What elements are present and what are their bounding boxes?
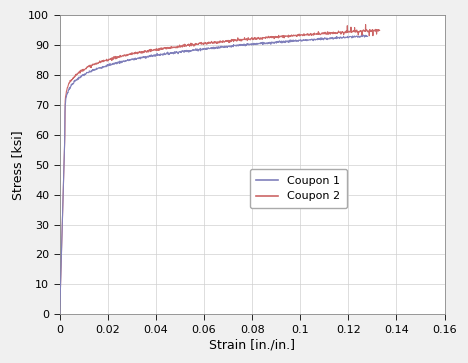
Legend: Coupon 1, Coupon 2: Coupon 1, Coupon 2: [249, 169, 347, 208]
Line: Coupon 1: Coupon 1: [60, 35, 367, 314]
Coupon 2: [363, 23, 368, 27]
Coupon 1: [182, 49, 187, 53]
Coupon 1: [57, 312, 63, 317]
Line: Coupon 2: Coupon 2: [60, 25, 380, 314]
Coupon 2: [274, 35, 279, 40]
Coupon 1: [268, 41, 274, 45]
X-axis label: Strain [in./in.]: Strain [in./in.]: [209, 339, 295, 352]
Coupon 2: [258, 36, 264, 40]
Coupon 1: [302, 38, 308, 42]
Y-axis label: Stress [ksi]: Stress [ksi]: [11, 130, 24, 200]
Coupon 1: [365, 34, 370, 38]
Coupon 2: [57, 312, 63, 317]
Coupon 2: [319, 32, 324, 36]
Coupon 2: [377, 28, 382, 33]
Coupon 1: [297, 38, 303, 42]
Coupon 1: [360, 33, 366, 37]
Coupon 2: [96, 60, 102, 65]
Coupon 2: [337, 30, 343, 34]
Coupon 1: [192, 48, 198, 52]
Coupon 1: [88, 69, 94, 73]
Coupon 2: [115, 56, 120, 60]
